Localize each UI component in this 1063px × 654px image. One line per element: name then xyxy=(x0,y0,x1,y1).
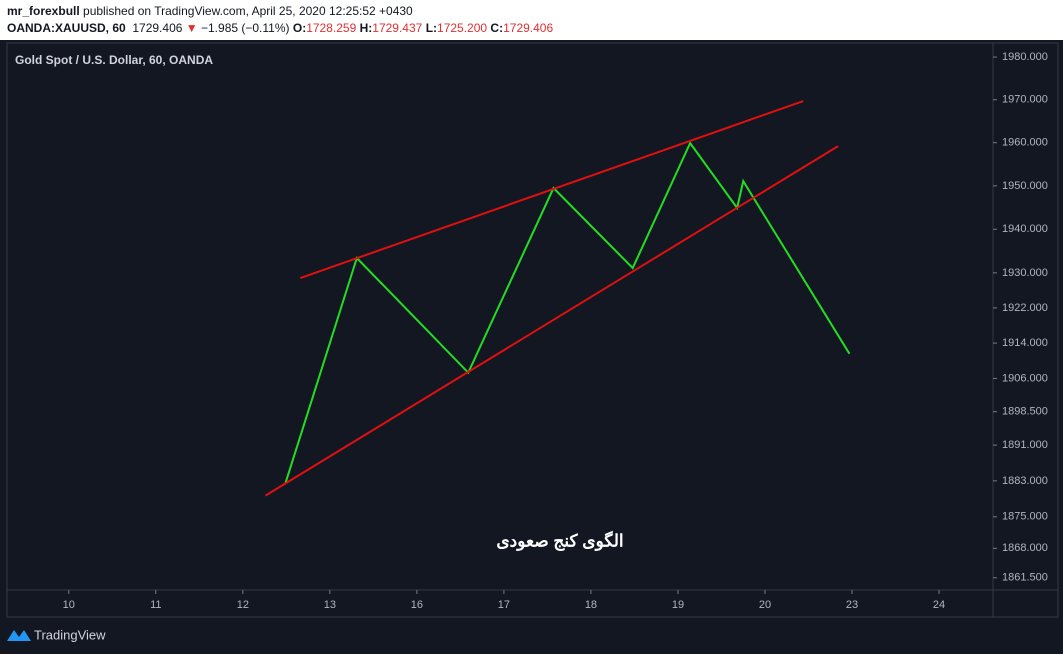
published: published on TradingView.com, April 25, … xyxy=(83,4,413,18)
y-tick-label: 1898.500 xyxy=(1002,406,1048,418)
publish-line: mr_forexbull published on TradingView.co… xyxy=(7,4,413,18)
y-tick-label: 1940.000 xyxy=(1002,223,1048,235)
change: −1.985 (−0.11%) xyxy=(201,21,290,35)
x-tick-label: 13 xyxy=(324,599,336,611)
ohlc-label: L: xyxy=(425,21,438,35)
x-tick-label: 16 xyxy=(411,599,423,611)
y-tick-label: 1875.000 xyxy=(1002,511,1048,523)
y-tick-label: 1883.000 xyxy=(1002,475,1048,487)
ohlc-value: 1728.259 xyxy=(306,21,357,35)
logo xyxy=(7,630,31,641)
x-tick-label: 18 xyxy=(585,599,597,611)
y-tick-label: 1868.000 xyxy=(1002,542,1048,554)
y-tick-label: 1960.000 xyxy=(1002,137,1048,149)
y-tick-label: 1891.000 xyxy=(1002,439,1048,451)
last: 1729.406 xyxy=(132,21,183,35)
y-tick-label: 1970.000 xyxy=(1002,94,1048,106)
y-tick-label: 1906.000 xyxy=(1002,372,1048,384)
author: mr_forexbull xyxy=(7,4,80,18)
ohlc: O:1728.259 H:1729.437 L:1725.200 C:1729.… xyxy=(293,21,553,35)
arrow: ▼ xyxy=(185,21,198,35)
y-tick-label: 1950.000 xyxy=(1002,180,1048,192)
y-tick-label: 1930.000 xyxy=(1002,267,1048,279)
ohlc-value: 1729.437 xyxy=(372,21,423,35)
x-tick-label: 10 xyxy=(63,599,75,611)
brand: TradingView xyxy=(34,627,106,642)
ohlc-label: C: xyxy=(490,21,504,35)
y-tick-label: 1980.000 xyxy=(1002,51,1048,63)
ohlc-value: 1729.406 xyxy=(503,21,554,35)
annotation: الگوی کنج صعودی xyxy=(496,530,623,551)
line xyxy=(284,141,851,484)
y-tick-label: 1914.000 xyxy=(1002,337,1048,349)
symbol: OANDA:XAUUSD, 60 xyxy=(7,21,126,35)
x-tick-label: 17 xyxy=(498,599,510,611)
ohlc-label: O: xyxy=(292,21,307,35)
x-tick-label: 24 xyxy=(933,599,945,611)
x-tick-label: 12 xyxy=(237,599,249,611)
line xyxy=(264,145,839,497)
y-tick-label: 1861.500 xyxy=(1002,572,1048,584)
x-tick-label: 19 xyxy=(672,599,684,611)
ohlc-value: 1725.200 xyxy=(437,21,488,35)
frame xyxy=(6,42,1059,618)
ohlc-label: H: xyxy=(359,21,373,35)
y-tick-label: 1922.000 xyxy=(1002,302,1048,314)
symbol-line: OANDA:XAUUSD, 60 1729.406 ▼ −1.985 (−0.1… xyxy=(7,21,553,35)
chart-title: Gold Spot / U.S. Dollar, 60, OANDA xyxy=(15,53,213,67)
line xyxy=(299,100,804,280)
x-tick-label: 23 xyxy=(846,599,858,611)
x-tick-label: 20 xyxy=(759,599,771,611)
header: mr_forexbull published on TradingView.co… xyxy=(0,0,1063,40)
x-tick-label: 11 xyxy=(150,599,161,611)
